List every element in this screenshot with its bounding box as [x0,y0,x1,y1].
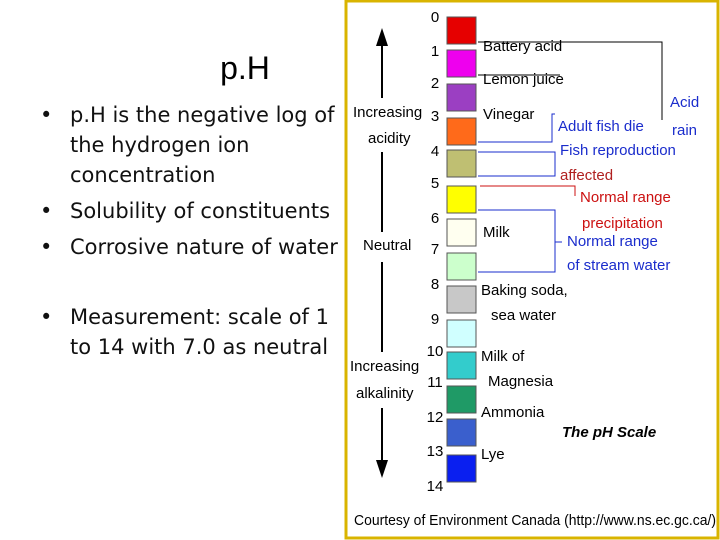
bullet-list: p.H is the negative log of the hydrogen … [40,100,345,368]
ph-number: 8 [431,276,439,293]
direction-label: Increasing [350,358,419,375]
annotation: precipitation [582,215,663,232]
substance-label: Magnesia [488,373,554,390]
ph-number: 5 [431,175,439,192]
ph-color-box [446,252,477,281]
arrow-head [376,460,388,478]
bullet: Measurement: scale of 1 to 14 with 7.0 a… [40,302,345,362]
substance-label: Ammonia [481,404,545,421]
ph-number: 3 [431,108,439,125]
substance-label: Lye [481,446,505,463]
ph-color-box [446,418,477,447]
substance-label: Battery acid [483,38,562,55]
direction-label: Increasing [353,104,422,121]
ph-color-box [446,218,477,247]
ph-color-box [446,149,477,178]
ph-color-box [446,319,477,348]
annotation: Normal range [567,233,658,250]
substance-label: Lemon juice [483,71,564,88]
ph-number: 13 [427,443,444,460]
ph-color-box [446,16,477,45]
slide-title: p.H [220,50,270,86]
ph-color-box [446,351,477,380]
ph-color-box [446,454,477,483]
ph-color-box [446,185,477,214]
substance-label: Baking soda, [481,282,568,299]
ph-color-box [446,385,477,414]
annotation: Fish reproduction [560,142,676,159]
ph-number: 7 [431,241,439,258]
ph-number: 4 [431,143,439,160]
annotation: affected [560,167,613,184]
ph-number: 11 [427,374,443,391]
substance-label: sea water [491,307,556,324]
ph-number: 10 [427,343,444,360]
bracket [478,41,663,120]
direction-label: acidity [368,130,411,147]
bracket [478,209,556,273]
annotation: rain [672,122,697,139]
bracket [480,185,576,196]
annotation: Adult fish die [558,118,644,135]
annotation: Normal range [580,189,671,206]
ph-number: 0 [431,9,439,26]
ph-number: 12 [427,409,444,426]
ph-number: 2 [431,75,439,92]
annotation: Acid [670,94,699,111]
annotation: of stream water [567,257,670,274]
substance-label: Milk of [481,348,525,365]
ph-color-box [446,117,477,146]
arrow-head [376,28,388,46]
ph-number: 9 [431,311,439,328]
ph-number: 14 [427,478,444,495]
ph-color-box [446,83,477,112]
figure-title: The pH Scale [562,424,656,441]
ph-number: 1 [431,43,439,60]
substance-label: Vinegar [483,106,534,123]
bullet: p.H is the negative log of the hydrogen … [40,100,345,190]
ph-color-box [446,285,477,314]
direction-label: Neutral [363,237,411,254]
ph-color-box [446,49,477,78]
bracket [478,151,556,177]
bullet: Corrosive nature of water [40,232,345,262]
substance-label: Milk [483,224,510,241]
ph-number: 6 [431,210,439,227]
bullet: Solubility of constituents [40,196,345,226]
credit: Courtesy of Environment Canada (http://w… [354,512,716,529]
figure-border [344,0,720,540]
direction-label: alkalinity [356,385,414,402]
bracket [478,113,555,143]
